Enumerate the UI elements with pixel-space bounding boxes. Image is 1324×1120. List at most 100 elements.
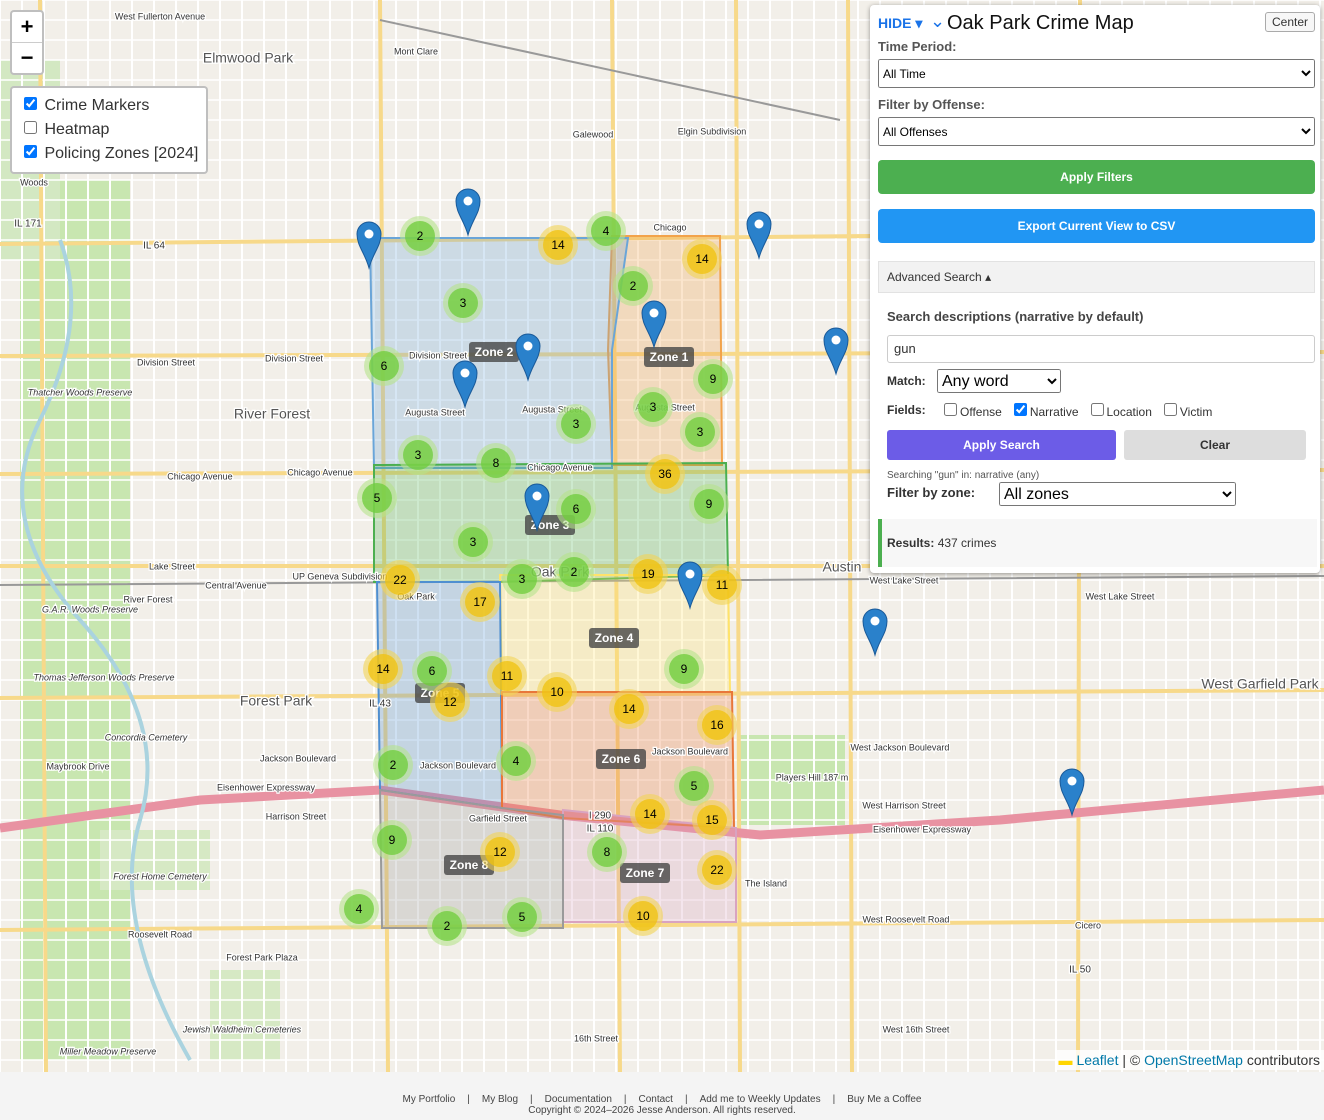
- osm-link[interactable]: OpenStreetMap: [1144, 1052, 1243, 1068]
- crime-cluster[interactable]: 22: [380, 560, 420, 600]
- crime-cluster[interactable]: 22: [697, 850, 737, 890]
- crime-pin[interactable]: [1059, 768, 1085, 817]
- layer-checkbox[interactable]: [24, 97, 37, 110]
- crime-cluster[interactable]: 9: [693, 359, 733, 399]
- crime-cluster[interactable]: 12: [430, 682, 470, 722]
- major-road: [0, 918, 1324, 932]
- crime-cluster[interactable]: 3: [453, 522, 493, 562]
- fields-group: Offense Narrative Location Victim: [940, 400, 1220, 419]
- footer-link[interactable]: My Portfolio: [402, 1094, 456, 1105]
- cluster-count: 2: [417, 229, 424, 243]
- crime-pin[interactable]: [452, 360, 478, 409]
- crime-cluster[interactable]: 2: [613, 266, 653, 306]
- crime-cluster[interactable]: 8: [476, 443, 516, 483]
- crime-cluster[interactable]: 15: [692, 800, 732, 840]
- cluster-core: [638, 392, 668, 422]
- crime-cluster[interactable]: 2: [427, 906, 467, 946]
- crime-pin[interactable]: [823, 327, 849, 376]
- field-checkbox[interactable]: [1013, 403, 1027, 416]
- crime-cluster[interactable]: 4: [586, 211, 626, 251]
- crime-cluster[interactable]: 9: [372, 820, 412, 860]
- cluster-core: [698, 364, 728, 394]
- apply-search-button[interactable]: Apply Search: [887, 430, 1116, 460]
- crime-pin[interactable]: [524, 483, 550, 532]
- place-label: IL 171: [14, 219, 42, 230]
- crime-cluster[interactable]: 36: [645, 454, 685, 494]
- footer-link[interactable]: Add me to Weekly Updates: [699, 1094, 821, 1105]
- crime-cluster[interactable]: 6: [412, 651, 452, 691]
- cluster-core: [618, 271, 648, 301]
- field-checkbox[interactable]: [1090, 403, 1104, 416]
- crime-cluster[interactable]: 17: [460, 582, 500, 622]
- crime-cluster[interactable]: 2: [373, 745, 413, 785]
- match-select[interactable]: Any word: [937, 369, 1061, 393]
- crime-cluster[interactable]: 4: [496, 741, 536, 781]
- crime-cluster[interactable]: 2: [400, 216, 440, 256]
- crime-cluster[interactable]: 14: [363, 649, 403, 689]
- crime-pin[interactable]: [455, 188, 481, 237]
- crime-cluster[interactable]: 19: [628, 554, 668, 594]
- zoom-in[interactable]: +: [20, 14, 34, 39]
- crime-cluster[interactable]: 5: [674, 766, 714, 806]
- crime-cluster[interactable]: 12: [480, 832, 520, 872]
- pin-shape: [823, 327, 849, 376]
- clear-button[interactable]: Clear: [1124, 430, 1306, 460]
- footer-link[interactable]: My Blog: [481, 1094, 519, 1105]
- crime-cluster[interactable]: 9: [689, 484, 729, 524]
- crime-pin[interactable]: [515, 333, 541, 382]
- crime-cluster[interactable]: 6: [556, 489, 596, 529]
- crime-pin[interactable]: [356, 221, 382, 270]
- crime-cluster[interactable]: 3: [680, 412, 720, 452]
- export-button[interactable]: Export Current View to CSV: [878, 209, 1315, 243]
- crime-pin[interactable]: [641, 300, 667, 349]
- cluster-count: 3: [460, 296, 467, 310]
- crime-cluster[interactable]: 14: [682, 239, 722, 279]
- apply-filters-button[interactable]: Apply Filters: [878, 160, 1315, 194]
- collapse-chevron[interactable]: ⌄: [930, 11, 946, 31]
- crime-cluster[interactable]: 6: [364, 346, 404, 386]
- footer-link[interactable]: Buy Me a Coffee: [847, 1094, 922, 1105]
- search-input[interactable]: gun: [887, 335, 1315, 363]
- cluster-count: 16: [710, 718, 724, 732]
- crime-cluster[interactable]: 9: [664, 649, 704, 689]
- leaflet-link[interactable]: Leaflet: [1076, 1052, 1119, 1068]
- time-select[interactable]: All Time: [878, 59, 1315, 88]
- crime-cluster[interactable]: 2: [554, 552, 594, 592]
- crime-pin[interactable]: [862, 608, 888, 657]
- crime-cluster[interactable]: 10: [623, 896, 663, 936]
- crime-cluster[interactable]: 5: [502, 897, 542, 937]
- crime-cluster[interactable]: 3: [556, 404, 596, 444]
- crime-cluster[interactable]: 3: [398, 435, 438, 475]
- crime-pin[interactable]: [746, 211, 772, 260]
- crime-cluster[interactable]: 11: [702, 565, 742, 605]
- crime-cluster[interactable]: 3: [633, 387, 673, 427]
- advanced-search-toggle[interactable]: Advanced Search ▴: [878, 261, 1315, 293]
- layer-checkbox[interactable]: [24, 145, 37, 158]
- field-checkbox[interactable]: [944, 403, 957, 416]
- crime-cluster[interactable]: 4: [339, 889, 379, 929]
- place-label: Miller Meadow Preserve: [60, 1046, 157, 1056]
- crime-cluster[interactable]: 16: [697, 705, 737, 745]
- crime-pin[interactable]: [677, 561, 703, 610]
- crime-cluster[interactable]: 10: [537, 672, 577, 712]
- offense-select[interactable]: All Offenses: [878, 117, 1315, 146]
- zone-label: Zone 8: [444, 855, 494, 875]
- crime-cluster[interactable]: 8: [587, 832, 627, 872]
- crime-cluster[interactable]: 14: [609, 689, 649, 729]
- crime-cluster[interactable]: 3: [502, 559, 542, 599]
- layer-checkbox[interactable]: [24, 121, 37, 134]
- hide-toggle[interactable]: HIDE ▾: [878, 15, 923, 31]
- crime-cluster[interactable]: 11: [487, 656, 527, 696]
- zoom-out[interactable]: −: [12, 42, 42, 73]
- crime-cluster[interactable]: 14: [538, 225, 578, 265]
- crime-cluster[interactable]: 14: [630, 794, 670, 834]
- zone-select[interactable]: All zones: [999, 482, 1236, 506]
- footer-link[interactable]: Contact: [638, 1094, 673, 1105]
- field-checkbox[interactable]: [1163, 403, 1177, 416]
- crime-cluster[interactable]: 5: [357, 478, 397, 518]
- crime-cluster[interactable]: 3: [443, 283, 483, 323]
- footer-link[interactable]: Documentation: [544, 1094, 612, 1105]
- results-value: 437 crimes: [937, 536, 997, 550]
- center-button[interactable]: Center: [1265, 12, 1316, 32]
- cluster-core: [435, 687, 465, 717]
